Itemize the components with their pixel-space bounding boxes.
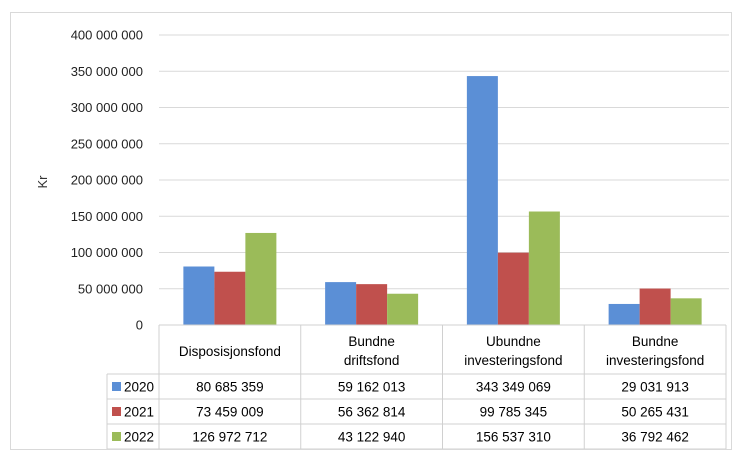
category-label: investeringsfond <box>464 353 562 368</box>
data-table-cell: 80 685 359 <box>196 380 264 395</box>
data-table-cell: 43 122 940 <box>338 430 406 445</box>
series-label: 2022 <box>124 430 154 445</box>
legend-key-2020 <box>112 382 121 391</box>
bar-chart: 0 50 000 000 100 000 000 150 000 000 200 000… <box>35 28 729 449</box>
bar-2020-2 <box>466 76 498 325</box>
bar-2020-1 <box>325 282 357 325</box>
y-tick-label: 0 <box>136 318 143 333</box>
legend-key-2022 <box>112 432 121 441</box>
bar-2020-3 <box>608 303 640 325</box>
data-table-cell: 99 785 345 <box>480 405 548 420</box>
y-axis-title: Kr <box>35 175 50 189</box>
category-label: Ubundne <box>486 334 541 349</box>
bar-2021-1 <box>356 284 388 325</box>
data-table-cell: 126 972 712 <box>192 430 267 445</box>
data-table-cell: 343 349 069 <box>476 380 551 395</box>
data-table-cell: 156 537 310 <box>476 430 551 445</box>
data-table-cell: 36 792 462 <box>621 430 689 445</box>
data-table-cell: 59 162 013 <box>338 380 406 395</box>
category-label: investeringsfond <box>606 353 704 368</box>
bar-2021-3 <box>639 288 671 325</box>
y-tick-label: 50 000 000 <box>78 281 143 296</box>
category-label: Disposisjonsfond <box>179 344 281 359</box>
category-label: Bundne <box>632 334 679 349</box>
bar-2022-3 <box>670 298 702 325</box>
y-tick-label: 200 000 000 <box>71 173 143 188</box>
bar-2020-0 <box>183 266 215 325</box>
bar-2022-0 <box>245 232 277 325</box>
y-tick-label: 250 000 000 <box>71 136 143 151</box>
category-label: driftsfond <box>344 353 400 368</box>
data-table-cell: 56 362 814 <box>338 405 406 420</box>
y-tick-label: 400 000 000 <box>71 28 143 43</box>
data-table-cell: 29 031 913 <box>621 380 689 395</box>
y-tick-label: 300 000 000 <box>71 100 143 115</box>
series-label: 2021 <box>124 405 154 420</box>
y-tick-label: 350 000 000 <box>71 64 143 79</box>
y-tick-label: 150 000 000 <box>71 209 143 224</box>
legend-key-2021 <box>112 407 121 416</box>
series-label: 2020 <box>124 380 154 395</box>
bar-2021-0 <box>214 271 246 325</box>
chart-frame: 0 50 000 000 100 000 000 150 000 000 200 000… <box>10 12 732 450</box>
bar-2022-1 <box>387 293 419 325</box>
bar-2022-2 <box>528 211 560 325</box>
category-label: Bundne <box>348 334 395 349</box>
data-table-cell: 50 265 431 <box>621 405 689 420</box>
data-table-cell: 73 459 009 <box>196 405 264 420</box>
y-tick-label: 100 000 000 <box>71 245 143 260</box>
bar-2021-2 <box>497 252 529 325</box>
